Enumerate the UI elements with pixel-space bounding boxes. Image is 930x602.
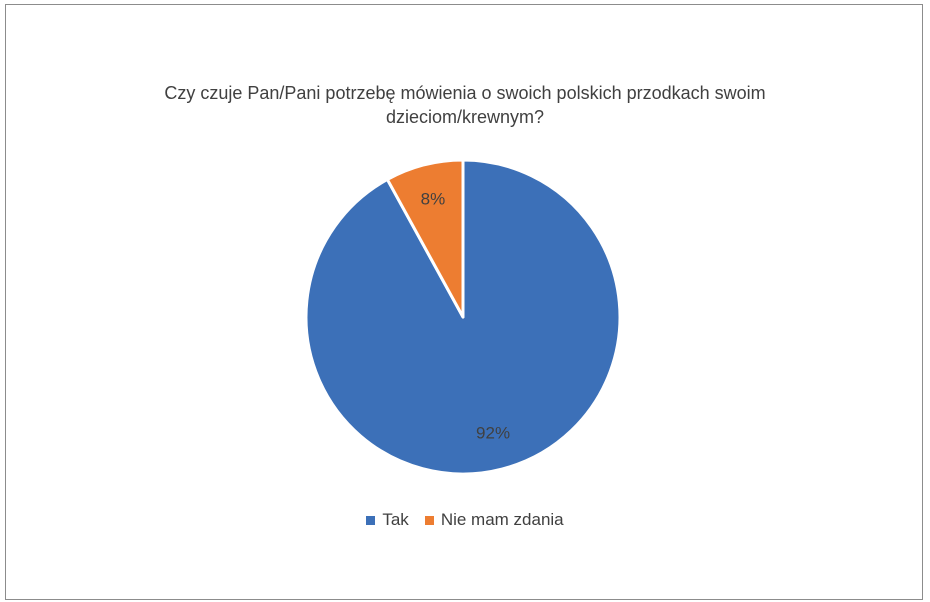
pie-slice-nie-mam-zdania bbox=[385, 158, 465, 319]
data-label-tak: 92% bbox=[476, 424, 510, 443]
legend-label-nie-mam-zdania: Nie mam zdania bbox=[440, 510, 564, 529]
legend-swatch-nie-mam-zdania bbox=[424, 515, 434, 525]
legend-item-tak: Tak bbox=[366, 510, 409, 530]
chart-title-line-2: dzieciom/krewnym? bbox=[385, 107, 545, 127]
legend: Tak Nie mam zdania bbox=[0, 510, 930, 530]
chart-title-line-1: Czy czuje Pan/Pani potrzebę mówienia o s… bbox=[164, 83, 766, 103]
chart-title: Czy czuje Pan/Pani potrzebę mówienia o s… bbox=[0, 81, 930, 129]
legend-label-tak: Tak bbox=[382, 510, 409, 529]
legend-item-nie-mam-zdania: Nie mam zdania bbox=[424, 510, 564, 530]
data-label-nie-mam-zdania: 8% bbox=[421, 189, 446, 208]
legend-swatch-tak bbox=[366, 515, 376, 525]
